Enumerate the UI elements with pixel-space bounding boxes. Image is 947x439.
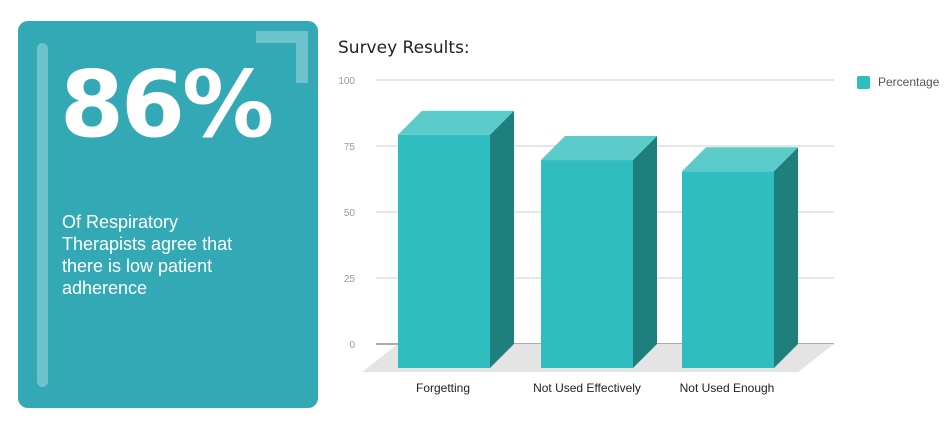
bar-side [490, 110, 514, 369]
bar [541, 160, 633, 368]
stat-description: Of Respiratory Therapists agree that the… [62, 212, 233, 298]
y-tick-label: 50 [344, 208, 356, 219]
bar-side [633, 136, 657, 368]
bar-top [541, 136, 657, 161]
stat-value: 86% [60, 51, 274, 158]
y-tick-label: 25 [344, 274, 356, 285]
bar-side [774, 147, 798, 368]
corner-fold-icon [256, 31, 308, 83]
y-tick-label: 100 [338, 76, 355, 87]
bar-top [398, 110, 514, 135]
bar [682, 171, 774, 368]
bar-top [682, 147, 798, 172]
bar [398, 134, 490, 368]
chart-title: Survey Results: [338, 38, 470, 58]
chart-legend: Percentage [857, 75, 939, 89]
stat-accent-bar [37, 43, 48, 387]
x-tick-label: Not Used Effectively [533, 381, 641, 395]
x-tick-label: Forgetting [416, 381, 470, 395]
legend-swatch [857, 75, 870, 89]
x-tick-label: Not Used Enough [680, 381, 775, 395]
legend-label: Percentage [878, 75, 940, 89]
y-tick-label: 0 [349, 340, 355, 351]
stat-card: 86% Of Respiratory Therapists agree that… [18, 21, 318, 408]
y-tick-label: 75 [344, 142, 356, 153]
